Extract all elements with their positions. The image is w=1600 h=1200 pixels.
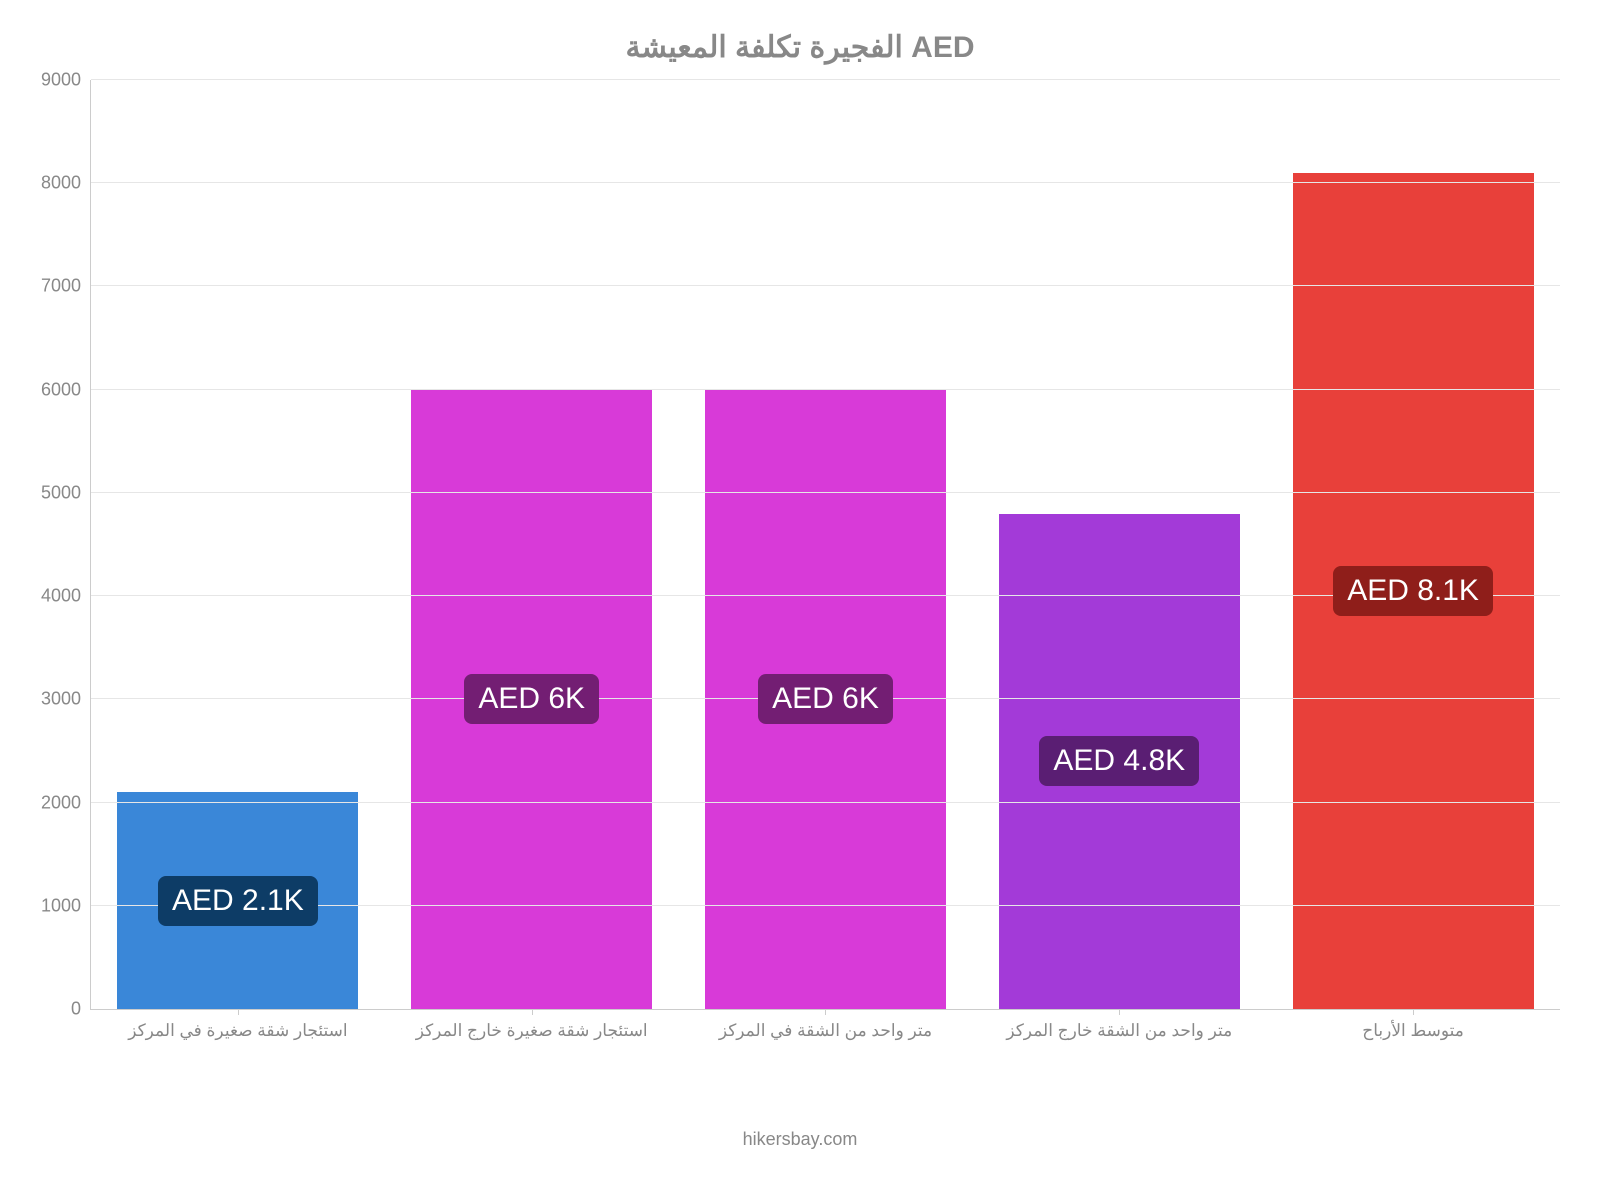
bar-slot: AED 8.1Kمتوسط الأرباح [1266, 80, 1560, 1009]
y-tick-label: 6000 [41, 379, 91, 400]
bar: AED 2.1K [117, 792, 358, 1009]
chart-title: الفجيرة تكلفة المعيشة AED [0, 30, 1600, 65]
y-tick-label: 0 [71, 999, 91, 1020]
bar-slot: AED 6Kمتر واحد من الشقة في المركز [679, 80, 973, 1009]
y-tick-label: 7000 [41, 276, 91, 297]
y-tick-label: 2000 [41, 792, 91, 813]
x-tick-label: متوسط الأرباح [1362, 1021, 1464, 1041]
x-tick-label: استئجار شقة صغيرة في المركز [128, 1021, 347, 1041]
x-tick-mark [532, 1009, 533, 1015]
gridline [91, 802, 1560, 803]
bar-slot: AED 6Kاستئجار شقة صغيرة خارج المركز [385, 80, 679, 1009]
bar-value-label: AED 2.1K [158, 876, 318, 926]
bar-value-label: AED 4.8K [1039, 736, 1199, 786]
bar-slot: AED 4.8Kمتر واحد من الشقة خارج المركز [972, 80, 1266, 1009]
x-tick-mark [825, 1009, 826, 1015]
bar-value-label: AED 8.1K [1333, 566, 1493, 616]
x-tick-label: متر واحد من الشقة خارج المركز [1006, 1021, 1232, 1041]
footer-attribution: hikersbay.com [0, 1129, 1600, 1150]
plot-area: AED 2.1Kاستئجار شقة صغيرة في المركزAED 6… [90, 80, 1560, 1010]
x-tick-label: متر واحد من الشقة في المركز [719, 1021, 932, 1041]
x-tick-label: استئجار شقة صغيرة خارج المركز [416, 1021, 648, 1041]
chart-container: الفجيرة تكلفة المعيشة AED AED 2.1Kاستئجا… [0, 0, 1600, 1200]
x-tick-mark [238, 1009, 239, 1015]
bar: AED 4.8K [999, 514, 1240, 1009]
y-tick-label: 9000 [41, 70, 91, 91]
gridline [91, 79, 1560, 80]
gridline [91, 492, 1560, 493]
x-tick-mark [1119, 1009, 1120, 1015]
x-tick-mark [1413, 1009, 1414, 1015]
y-tick-label: 4000 [41, 586, 91, 607]
bar: AED 8.1K [1293, 173, 1534, 1009]
bar-value-label: AED 6K [758, 674, 893, 724]
gridline [91, 389, 1560, 390]
gridline [91, 182, 1560, 183]
gridline [91, 285, 1560, 286]
bars-wrapper: AED 2.1Kاستئجار شقة صغيرة في المركزAED 6… [91, 80, 1560, 1009]
bar-value-label: AED 6K [464, 674, 599, 724]
y-tick-label: 5000 [41, 482, 91, 503]
bar-slot: AED 2.1Kاستئجار شقة صغيرة في المركز [91, 80, 385, 1009]
y-tick-label: 8000 [41, 173, 91, 194]
y-tick-label: 3000 [41, 689, 91, 710]
y-tick-label: 1000 [41, 895, 91, 916]
